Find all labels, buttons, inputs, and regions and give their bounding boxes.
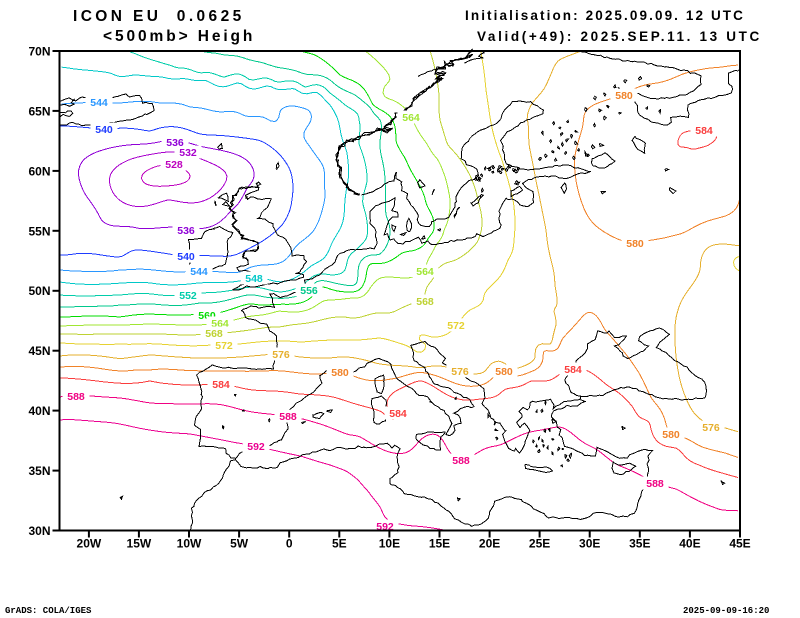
svg-text:540: 540 bbox=[177, 251, 195, 263]
svg-text:572: 572 bbox=[215, 340, 233, 352]
svg-text:568: 568 bbox=[416, 296, 434, 308]
svg-text:Initialisation: 2025.09.09. 12: Initialisation: 2025.09.09. 12 UTC bbox=[465, 8, 745, 23]
svg-text:2025-09-09-16:20: 2025-09-09-16:20 bbox=[683, 606, 769, 616]
svg-text:580: 580 bbox=[615, 90, 633, 102]
svg-text:25E: 25E bbox=[529, 537, 550, 551]
svg-text:568: 568 bbox=[205, 328, 223, 340]
svg-text:65N: 65N bbox=[28, 104, 50, 118]
svg-text:592: 592 bbox=[247, 441, 265, 453]
svg-text:580: 580 bbox=[495, 366, 513, 378]
svg-text:30E: 30E bbox=[579, 537, 600, 551]
svg-text:20W: 20W bbox=[77, 537, 102, 551]
svg-text:588: 588 bbox=[452, 455, 470, 467]
svg-text:50N: 50N bbox=[28, 284, 50, 298]
svg-text:580: 580 bbox=[662, 429, 680, 441]
svg-text:536: 536 bbox=[166, 137, 184, 149]
svg-text:15W: 15W bbox=[127, 537, 152, 551]
svg-text:584: 584 bbox=[564, 364, 582, 376]
svg-text:45N: 45N bbox=[28, 344, 50, 358]
svg-text:584: 584 bbox=[695, 125, 713, 137]
svg-text:532: 532 bbox=[179, 147, 197, 159]
svg-text:30N: 30N bbox=[28, 524, 50, 538]
svg-text:5E: 5E bbox=[332, 537, 347, 551]
svg-text:580: 580 bbox=[331, 367, 349, 379]
svg-text:588: 588 bbox=[646, 478, 664, 490]
svg-text:GrADS: COLA/IGES: GrADS: COLA/IGES bbox=[5, 606, 92, 616]
svg-text:20E: 20E bbox=[479, 537, 500, 551]
svg-text:564: 564 bbox=[402, 112, 420, 124]
svg-text:536: 536 bbox=[177, 225, 195, 237]
svg-text:10E: 10E bbox=[379, 537, 400, 551]
svg-text:<500mb> Heigh: <500mb> Heigh bbox=[103, 28, 255, 45]
svg-text:572: 572 bbox=[447, 320, 465, 332]
svg-text:10W: 10W bbox=[177, 537, 202, 551]
svg-text:40N: 40N bbox=[28, 404, 50, 418]
svg-text:584: 584 bbox=[389, 408, 407, 420]
svg-text:540: 540 bbox=[95, 124, 113, 136]
svg-text:548: 548 bbox=[245, 273, 263, 285]
svg-text:576: 576 bbox=[272, 349, 290, 361]
svg-text:35E: 35E bbox=[629, 537, 650, 551]
svg-text:ICON EU 0.0625: ICON EU 0.0625 bbox=[73, 8, 245, 25]
svg-text:40E: 40E bbox=[679, 537, 700, 551]
svg-text:0: 0 bbox=[286, 537, 293, 551]
svg-text:45E: 45E bbox=[729, 537, 750, 551]
svg-text:528: 528 bbox=[165, 159, 183, 171]
svg-text:544: 544 bbox=[90, 97, 108, 109]
svg-text:35N: 35N bbox=[28, 464, 50, 478]
svg-text:576: 576 bbox=[451, 366, 469, 378]
svg-text:580: 580 bbox=[626, 238, 644, 250]
svg-text:5W: 5W bbox=[230, 537, 249, 551]
svg-text:55N: 55N bbox=[28, 224, 50, 238]
svg-text:70N: 70N bbox=[28, 45, 50, 59]
svg-text:556: 556 bbox=[300, 285, 318, 297]
svg-text:544: 544 bbox=[190, 266, 208, 278]
svg-text:588: 588 bbox=[279, 411, 297, 423]
svg-text:584: 584 bbox=[212, 379, 230, 391]
svg-text:564: 564 bbox=[416, 266, 434, 278]
svg-text:Valid(+49): 2025.SEP.11. 13 UT: Valid(+49): 2025.SEP.11. 13 UTC bbox=[477, 29, 762, 44]
svg-text:588: 588 bbox=[67, 391, 85, 403]
svg-text:60N: 60N bbox=[28, 164, 50, 178]
svg-text:552: 552 bbox=[179, 290, 197, 302]
svg-text:15E: 15E bbox=[429, 537, 450, 551]
svg-text:576: 576 bbox=[702, 422, 720, 434]
